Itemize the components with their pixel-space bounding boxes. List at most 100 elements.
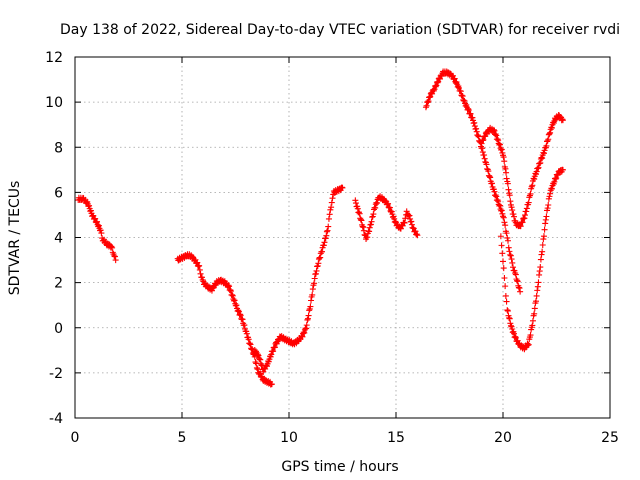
data-point xyxy=(508,204,515,211)
data-point xyxy=(303,322,310,329)
y-axis-label: SDTVAR / TECUs xyxy=(7,181,23,296)
data-point xyxy=(254,366,261,373)
data-point xyxy=(324,227,331,234)
data-point xyxy=(252,359,259,366)
data-point xyxy=(533,292,540,299)
data-point xyxy=(548,124,555,131)
data-point xyxy=(237,312,244,319)
data-point xyxy=(111,252,118,259)
data-point xyxy=(494,196,501,203)
data-point xyxy=(509,329,516,336)
data-point xyxy=(482,158,489,165)
y-tick-label: -4 xyxy=(49,411,63,427)
data-point xyxy=(540,236,547,243)
data-point xyxy=(498,242,505,249)
data-point xyxy=(537,264,544,271)
data-point xyxy=(231,297,238,304)
data-point xyxy=(507,252,514,259)
data-point xyxy=(357,216,364,223)
data-point xyxy=(547,190,554,197)
x-axis-ticks: 0 5 10 15 20 25 xyxy=(71,57,619,446)
data-point xyxy=(543,142,550,149)
data-point xyxy=(194,259,201,266)
data-point xyxy=(535,164,542,171)
data-point xyxy=(490,186,497,193)
data-point xyxy=(408,221,415,228)
data-point xyxy=(539,155,546,162)
data-point xyxy=(538,251,545,258)
data-point xyxy=(108,243,115,250)
data-point xyxy=(359,223,366,230)
series-track-7 xyxy=(478,111,566,230)
data-point xyxy=(475,133,482,140)
data-point xyxy=(553,175,560,182)
data-point xyxy=(529,322,536,329)
data-point xyxy=(322,235,329,242)
data-point xyxy=(109,244,116,251)
data-point xyxy=(473,125,480,132)
series-track-2 xyxy=(174,251,275,388)
data-point xyxy=(233,302,240,309)
data-point xyxy=(198,274,205,281)
data-point xyxy=(366,224,373,231)
data-point xyxy=(502,283,509,290)
data-point xyxy=(317,254,324,261)
data-point xyxy=(506,192,513,199)
data-point xyxy=(414,232,421,239)
data-point xyxy=(455,84,462,91)
x-tick-label: 0 xyxy=(71,430,80,446)
data-point xyxy=(539,241,546,248)
data-point xyxy=(504,180,511,187)
data-point xyxy=(426,94,433,101)
data-point xyxy=(499,250,506,257)
data-point xyxy=(245,336,252,343)
data-point xyxy=(473,128,480,135)
data-point xyxy=(502,222,509,229)
data-point xyxy=(465,107,472,114)
data-point xyxy=(547,129,554,136)
data-point xyxy=(86,202,93,209)
data-point xyxy=(545,202,552,209)
data-point xyxy=(514,277,521,284)
data-point xyxy=(311,275,318,282)
data-point xyxy=(247,341,254,348)
data-point xyxy=(531,176,538,183)
data-point xyxy=(374,200,381,207)
data-point xyxy=(454,83,461,90)
data-point xyxy=(300,330,307,337)
data-point xyxy=(505,244,512,251)
data-point xyxy=(533,168,540,175)
data-point xyxy=(356,210,363,217)
data-point xyxy=(543,213,550,220)
data-point xyxy=(254,351,261,358)
data-point xyxy=(495,198,502,205)
data-point xyxy=(471,119,478,126)
data-point xyxy=(509,207,516,214)
data-point xyxy=(502,165,509,172)
data-point xyxy=(522,212,529,219)
data-point xyxy=(537,256,544,263)
data-point xyxy=(493,132,500,139)
data-point xyxy=(500,214,507,221)
data-point xyxy=(239,316,246,323)
data-point xyxy=(481,152,488,158)
data-point xyxy=(471,123,478,130)
data-point xyxy=(498,146,505,153)
data-point xyxy=(308,297,315,304)
data-point xyxy=(501,274,508,281)
data-point xyxy=(406,212,413,219)
data-point xyxy=(196,266,203,273)
data-point xyxy=(512,271,519,278)
data-point xyxy=(366,228,373,235)
data-point xyxy=(391,215,398,222)
data-point xyxy=(313,267,320,274)
data-point xyxy=(458,92,465,99)
series-track-5 xyxy=(422,68,524,295)
data-point xyxy=(328,204,335,211)
data-point xyxy=(225,282,232,289)
data-point xyxy=(504,307,511,314)
data-point xyxy=(299,333,306,340)
data-point xyxy=(369,214,376,221)
y-tick-label: 12 xyxy=(45,50,63,66)
data-point xyxy=(229,292,236,299)
